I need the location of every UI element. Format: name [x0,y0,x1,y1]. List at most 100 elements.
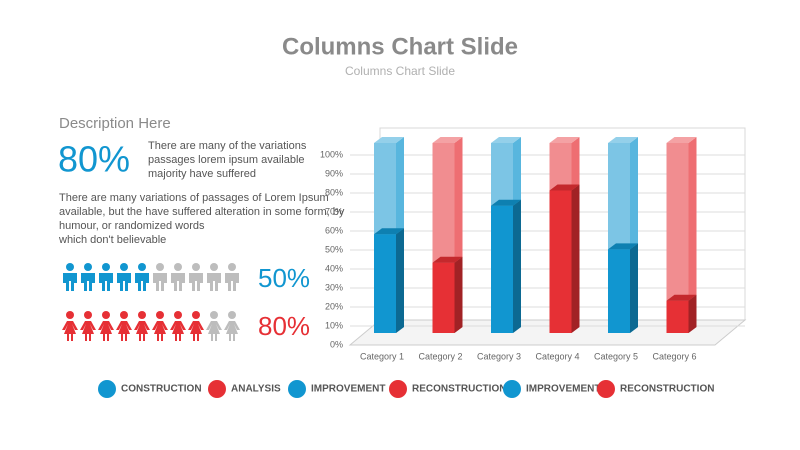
body [98,321,114,341]
body [63,273,77,291]
bar-side [630,243,638,333]
person-icon [188,311,204,341]
column-track-top [608,137,638,143]
y-tick-label: 0% [330,339,343,349]
body [171,273,185,291]
person-icon [153,263,167,291]
person-icon [134,311,150,341]
head [192,263,200,271]
body [225,273,239,291]
bar-top [666,294,697,301]
head [210,311,218,319]
head [174,311,182,319]
column-track-top [666,137,697,143]
bar-top [549,184,580,191]
legend-swatch [98,380,116,398]
column-track-top [491,137,521,143]
head [156,263,164,271]
person-icon [224,311,240,341]
x-tick-label: Category 6 [652,351,696,361]
bar [666,300,689,333]
head [66,311,74,319]
bar [549,190,572,333]
legend-swatch [288,380,306,398]
bar-top [432,256,463,263]
column-track-side [688,137,697,333]
legend-label: CONSTRUCTION [121,384,202,395]
head [120,311,128,319]
y-tick-label: 50% [325,244,343,254]
person-icon [207,263,221,291]
bar-top [608,243,638,250]
head [228,263,236,271]
person-icon [225,263,239,291]
highlight-text: majority have suffered [148,168,256,180]
legend-label: IMPROVEMENT [526,384,600,395]
body [117,273,131,291]
bar-side [688,294,697,333]
description-heading: Description Here [59,115,171,132]
legend-swatch [503,380,521,398]
highlight: 80% [58,139,130,180]
body [224,321,240,341]
column-track-top [374,137,404,143]
x-tick-label: Category 1 [360,351,404,361]
bar-top [491,199,521,206]
y-tick-label: 70% [325,206,343,216]
head [120,263,128,271]
person-icon [62,311,78,341]
person-icon [206,311,222,341]
x-tick-label: Category 4 [535,351,579,361]
x-tick-label: Category 3 [477,351,521,361]
person-icon [135,263,149,291]
y-tick-label: 30% [325,282,343,292]
body [188,321,204,341]
infographic-label: 50% [258,263,310,293]
head [66,263,74,271]
body [189,273,203,291]
bar-side [513,199,521,333]
person-icon [116,311,132,341]
body [80,321,96,341]
person-icon [99,263,113,291]
body [206,321,222,341]
y-tick-label: 10% [325,320,343,330]
legend-label: ANALYSIS [231,384,281,395]
column-track-top [549,137,580,143]
paragraph: There are many variations of passages of… [59,192,329,204]
person-icon [189,263,203,291]
head [156,311,164,319]
body [170,321,186,341]
bar-side [454,256,463,333]
body [152,321,168,341]
head [84,263,92,271]
body [207,273,221,291]
head [192,311,200,319]
body [116,321,132,341]
bar-top [374,228,404,235]
head [228,311,236,319]
body [134,321,150,341]
head [102,263,110,271]
legend-swatch [597,380,615,398]
legend-label: RECONSTRUCTION [620,384,714,395]
person-icon [98,311,114,341]
bar [374,234,396,333]
head [210,263,218,271]
y-tick-label: 40% [325,263,343,273]
bar [608,249,630,333]
body [99,273,113,291]
body [135,273,149,291]
highlight-text: passages lorem ipsum available [148,154,305,166]
person-icon [170,311,186,341]
x-tick-label: Category 5 [594,351,638,361]
legend-swatch [208,380,226,398]
head [138,263,146,271]
subtitle: Columns Chart Slide [345,64,455,78]
y-tick-label: 60% [325,225,343,235]
bar-side [571,184,580,333]
body [81,273,95,291]
legend-label: RECONSTRUCTION [412,384,506,395]
head [174,263,182,271]
